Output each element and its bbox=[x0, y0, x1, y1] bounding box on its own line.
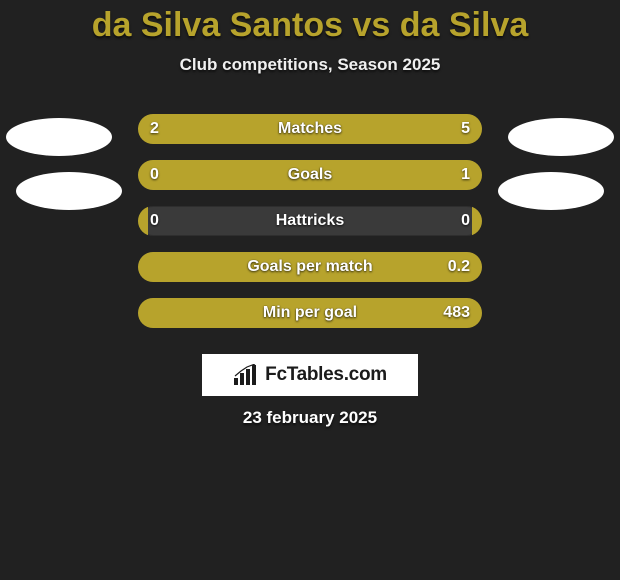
bar-left bbox=[138, 252, 148, 282]
bar-left bbox=[138, 298, 148, 328]
page-title: da Silva Santos vs da Silva bbox=[0, 0, 620, 45]
bar-left bbox=[138, 114, 234, 144]
stat-row-matches: 2 Matches 5 bbox=[138, 114, 482, 144]
bar-left bbox=[138, 160, 148, 190]
stat-row-hattricks: 0 Hattricks 0 bbox=[138, 206, 482, 236]
bar-right bbox=[148, 252, 482, 282]
left-player-crest-2 bbox=[16, 172, 122, 210]
bar-right bbox=[234, 114, 482, 144]
bar-right bbox=[472, 206, 482, 236]
stat-label: Hattricks bbox=[138, 206, 482, 236]
right-player-crest-2 bbox=[498, 172, 604, 210]
stat-row-min-per-goal: Min per goal 483 bbox=[138, 298, 482, 328]
bar-right bbox=[148, 298, 482, 328]
bar-right bbox=[148, 160, 482, 190]
source-logo-text: FcTables.com bbox=[265, 364, 387, 386]
stat-row-goals-per-match: Goals per match 0.2 bbox=[138, 252, 482, 282]
stat-value-right: 0 bbox=[461, 206, 470, 236]
bar-left bbox=[138, 206, 148, 236]
stat-row-goals: 0 Goals 1 bbox=[138, 160, 482, 190]
bar-chart-icon bbox=[233, 364, 259, 386]
subtitle: Club competitions, Season 2025 bbox=[0, 55, 620, 75]
comparison-card: da Silva Santos vs da Silva Club competi… bbox=[0, 0, 620, 580]
stat-rows: 2 Matches 5 0 Goals 1 0 Hattricks 0 bbox=[138, 114, 482, 344]
right-player-crest-1 bbox=[508, 118, 614, 156]
stat-value-left: 0 bbox=[150, 206, 159, 236]
date-line: 23 february 2025 bbox=[0, 408, 620, 428]
left-player-crest-1 bbox=[6, 118, 112, 156]
source-logo: FcTables.com bbox=[202, 354, 418, 396]
